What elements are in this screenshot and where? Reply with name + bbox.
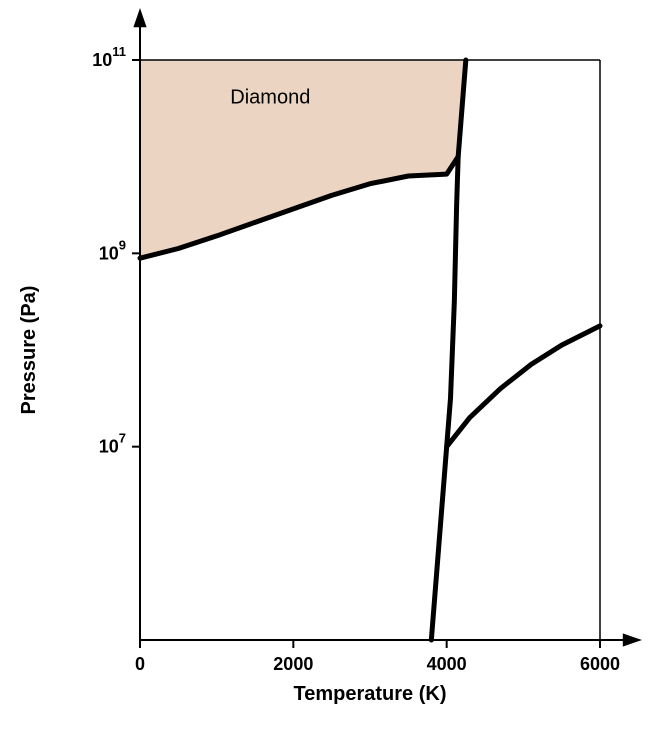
x-tick-label: 0 — [135, 654, 145, 674]
x-tick-label: 2000 — [273, 654, 313, 674]
region-label-diamond: Diamond — [230, 87, 310, 109]
x-tick-label: 4000 — [427, 654, 467, 674]
chart-svg: 02000400060001071091011Temperature (K)Pr… — [0, 0, 650, 733]
x-axis-label: Temperature (K) — [294, 683, 447, 705]
x-tick-label: 6000 — [580, 654, 620, 674]
phase-diagram: { "chart": { "type": "phase-diagram", "w… — [0, 0, 650, 733]
y-axis-label: Pressure (Pa) — [18, 286, 40, 415]
